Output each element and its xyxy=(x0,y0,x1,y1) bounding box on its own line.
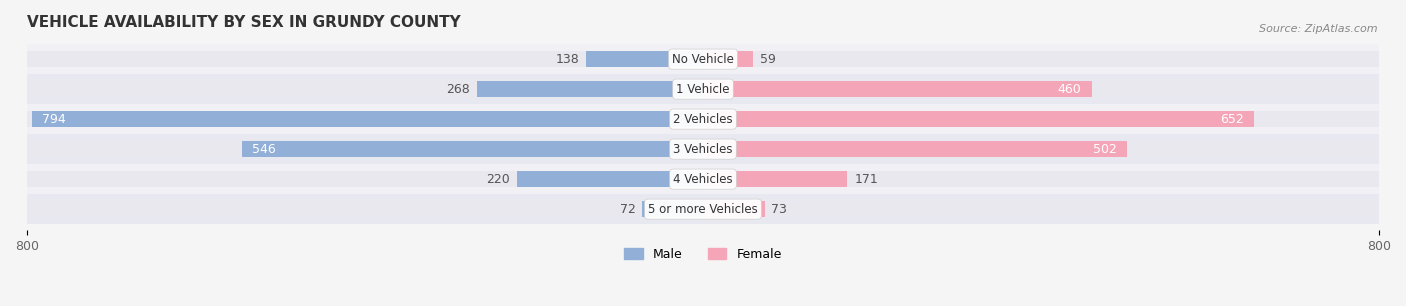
Text: 546: 546 xyxy=(252,143,276,156)
Text: 59: 59 xyxy=(759,53,776,65)
Text: 171: 171 xyxy=(855,173,877,186)
Bar xyxy=(643,201,703,217)
Text: 220: 220 xyxy=(486,173,510,186)
Bar xyxy=(477,81,703,97)
Bar xyxy=(27,201,703,217)
Text: No Vehicle: No Vehicle xyxy=(672,53,734,65)
Bar xyxy=(703,141,1128,157)
Text: 5 or more Vehicles: 5 or more Vehicles xyxy=(648,203,758,216)
Bar xyxy=(27,104,1379,134)
Bar xyxy=(703,171,1379,187)
Text: 502: 502 xyxy=(1094,143,1116,156)
Bar xyxy=(703,51,752,67)
Bar xyxy=(703,111,1254,127)
Bar xyxy=(703,51,1379,67)
Text: VEHICLE AVAILABILITY BY SEX IN GRUNDY COUNTY: VEHICLE AVAILABILITY BY SEX IN GRUNDY CO… xyxy=(27,15,461,30)
Bar xyxy=(27,81,703,97)
Bar xyxy=(703,201,1379,217)
Bar xyxy=(27,134,1379,164)
Bar xyxy=(27,74,1379,104)
Text: 460: 460 xyxy=(1057,83,1081,95)
Text: 794: 794 xyxy=(42,113,66,125)
Bar xyxy=(27,194,1379,224)
Bar xyxy=(703,81,1379,97)
Bar xyxy=(517,171,703,187)
Bar xyxy=(586,51,703,67)
Bar xyxy=(703,171,848,187)
Text: 2 Vehicles: 2 Vehicles xyxy=(673,113,733,125)
Bar xyxy=(703,81,1091,97)
Text: 72: 72 xyxy=(620,203,636,216)
Text: 73: 73 xyxy=(772,203,787,216)
Bar xyxy=(703,111,1379,127)
Bar xyxy=(242,141,703,157)
Bar xyxy=(703,141,1379,157)
Text: 268: 268 xyxy=(446,83,470,95)
Bar xyxy=(27,51,703,67)
Text: 652: 652 xyxy=(1220,113,1244,125)
Text: Source: ZipAtlas.com: Source: ZipAtlas.com xyxy=(1260,24,1378,35)
Text: 138: 138 xyxy=(555,53,579,65)
Bar xyxy=(27,141,703,157)
Bar xyxy=(27,164,1379,194)
Text: 4 Vehicles: 4 Vehicles xyxy=(673,173,733,186)
Bar xyxy=(32,111,703,127)
Bar xyxy=(27,111,703,127)
Legend: Male, Female: Male, Female xyxy=(619,243,787,266)
Bar xyxy=(27,171,703,187)
Bar xyxy=(27,44,1379,74)
Text: 3 Vehicles: 3 Vehicles xyxy=(673,143,733,156)
Text: 1 Vehicle: 1 Vehicle xyxy=(676,83,730,95)
Bar xyxy=(703,201,765,217)
